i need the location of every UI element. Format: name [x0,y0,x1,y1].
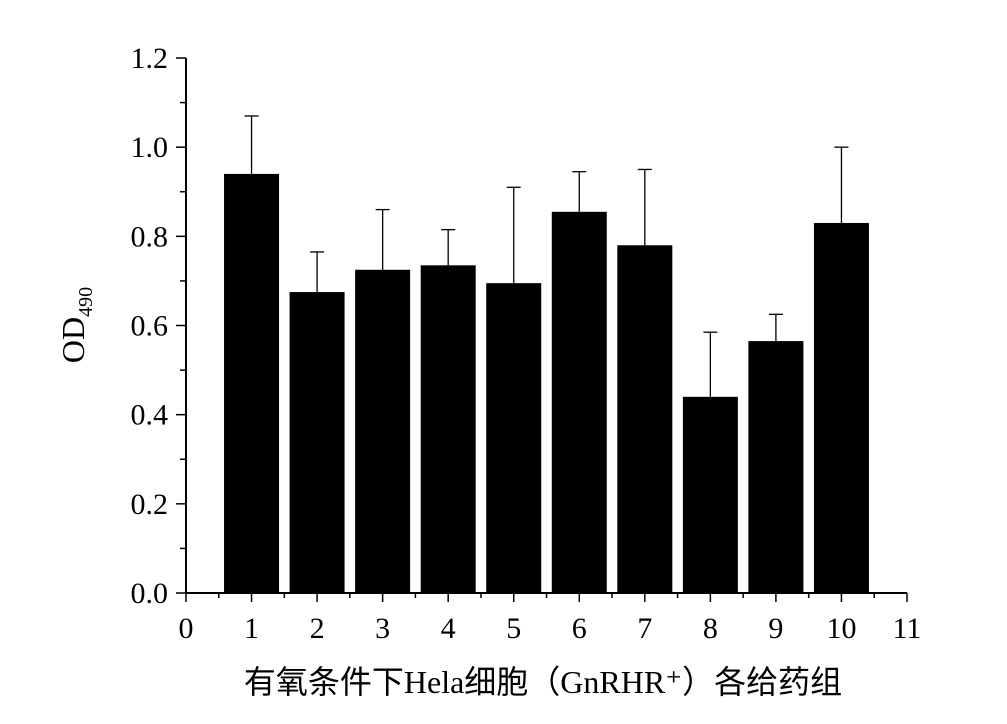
error-bar-5 [506,186,521,284]
bar-1 [224,173,280,593]
y-axis-title-main: OD [55,317,91,363]
error-bar-9 [768,313,783,342]
x-ticks-layer: 0 1 2 3 4 5 6 7 8 9 10 11 [179,593,922,645]
bar-5 [486,283,542,593]
x-tick-label-0: 0 [179,612,194,645]
error-bar-8 [703,331,718,397]
x-tick-label-8: 8 [703,612,718,645]
x-tick-label-5: 5 [506,612,521,645]
x-tick-label-9: 9 [768,612,783,645]
x-tick-label-1: 1 [244,612,259,645]
x-tick-label-4: 4 [441,612,456,645]
bar-10 [813,222,869,594]
bar-7 [617,245,673,593]
x-axis-title: 有氧条件下Hela细胞（GnRHR⁺）各给药组 [244,664,842,700]
error-bar-7 [637,168,652,246]
x-tick-label-11: 11 [893,612,922,645]
bar-4 [420,265,476,593]
bar-9 [748,341,804,593]
y-axis-title-subscript: 490 [75,287,97,317]
y-axis-title: OD490 [55,287,97,363]
bar-8 [682,396,738,593]
error-bar-2 [310,251,325,293]
x-tick-label-2: 2 [310,612,325,645]
error-bar-10 [834,146,849,223]
bar-3 [355,269,411,593]
error-bars-layer [244,115,849,397]
y-tick-label-1: 0.2 [131,488,169,521]
error-bar-4 [441,228,456,266]
error-bar-1 [244,115,259,174]
error-bar-6 [572,171,587,212]
x-tick-label-6: 6 [572,612,587,645]
bar-2 [289,292,345,593]
y-tick-label-3: 0.6 [131,310,169,343]
y-tick-label-4: 0.8 [131,220,169,253]
y-tick-label-0: 0.0 [131,577,169,610]
y-tick-label-2: 0.4 [131,399,169,432]
x-tick-label-3: 3 [375,612,390,645]
y-tick-label-5: 1.0 [131,131,169,164]
x-tick-label-7: 7 [637,612,652,645]
bars-layer [224,173,869,594]
x-tick-label-10: 10 [826,612,856,645]
y-ticks-layer: 0.0 0.2 0.4 0.6 0.8 1.0 1.2 [131,42,186,610]
bar-6 [551,211,607,593]
error-bar-3 [375,208,390,270]
y-tick-label-6: 1.2 [131,42,169,75]
